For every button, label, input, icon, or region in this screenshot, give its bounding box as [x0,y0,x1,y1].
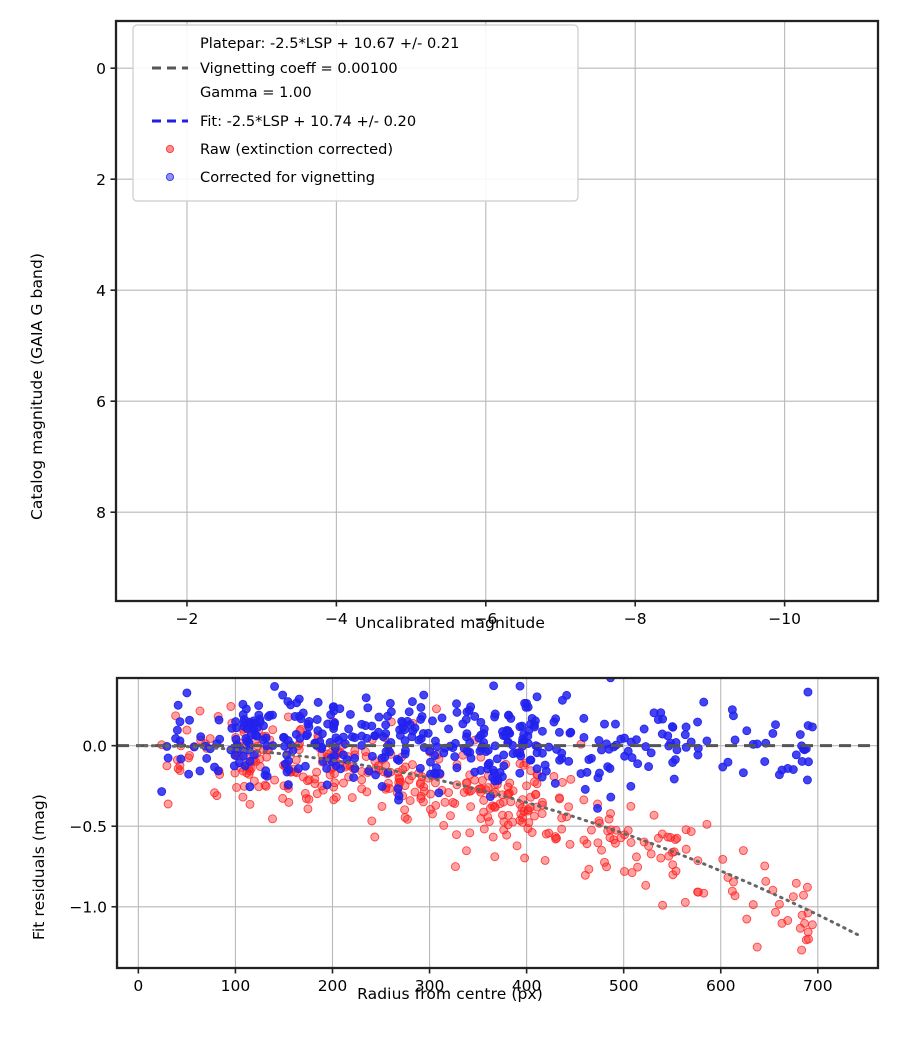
top-y-tick-label: 6 [96,393,106,411]
legend-entry-label: Corrected for vignetting [200,169,375,186]
top-x-tick-label: −4 [325,610,348,628]
bottom-scatter-points [157,678,817,955]
legend-entry: Platepar: -2.5*LSP + 10.67 +/- 0.21 [200,35,459,52]
top-ticks: −2 −4 −6 −8 −10 0 2 4 6 8 [96,60,801,628]
top-x-tick-label: −10 [768,610,801,628]
legend-entry-label: Platepar: -2.5*LSP + 10.67 +/- 0.21 [200,35,459,52]
bottom-x-tick-label: 600 [706,977,736,995]
bottom-ticks: 0 100 200 300 400 500 600 700 0.0 −0.5 −1.0 [69,737,832,995]
fit-residuals-panel: 0 100 200 300 400 500 600 700 0.0 −0.5 −1.0 Radius… [0,640,900,1050]
top-x-axis-label: Uncalibrated magnitude [355,614,545,632]
bottom-x-tick-label: 100 [221,977,251,995]
fit-residuals-plot: 0 100 200 300 400 500 600 700 0.0 −0.5 −1.0 [69,676,880,995]
legend-entry: Vignetting coeff = 0.00100 [152,60,398,77]
bottom-y-tick-label: −1.0 [69,898,107,916]
bottom-x-tick-label: 0 [133,977,143,995]
bottom-y-tick-label: 0.0 [82,737,107,755]
legend-entry-label: Vignetting coeff = 0.00100 [200,60,398,77]
top-y-tick-label: 8 [96,504,106,522]
bottom-y-tick-label: −0.5 [69,818,107,836]
bottom-reference-lines [117,744,878,939]
legend-entry: Gamma = 1.00 [200,84,312,101]
top-x-tick-label: −6 [474,610,497,628]
magnitude-calibration-plot: −2 −4 −6 −8 −10 0 2 4 6 8 Platepar: -2.5*LSP + 10.… [96,19,880,628]
legend-entry: Raw (extinction corrected) [165,141,393,158]
bottom-x-tick-label: 500 [609,977,639,995]
legend-entry-label: Raw (extinction corrected) [200,141,393,158]
legend-entry-label: Fit: -2.5*LSP + 10.74 +/- 0.20 [200,113,416,130]
top-x-tick-label: −8 [624,610,647,628]
magnitude-calibration-panel: −2 −4 −6 −8 −10 0 2 4 6 8 Platepar: -2.5*LSP + 10.… [28,19,880,632]
legend-box [132,24,579,202]
top-y-tick-label: 0 [96,60,106,78]
bottom-x-tick-label: 200 [318,977,348,995]
top-y-tick-label: 2 [96,171,106,189]
vignetting-model-curve [136,744,863,939]
legend-dot-marker [165,172,175,182]
bottom-axes-frame [115,676,880,970]
top-axes-frame [114,19,880,603]
bottom-x-tick-label: 700 [803,977,833,995]
legend: Platepar: -2.5*LSP + 10.67 +/- 0.21 Vigne… [132,24,579,202]
legend-entry: Corrected for vignetting [165,169,375,186]
top-y-tick-label: 4 [96,282,106,300]
legend-entry-label: Gamma = 1.00 [200,84,312,101]
legend-entry: Fit: -2.5*LSP + 10.74 +/- 0.20 [152,113,416,130]
bottom-x-tick-label: 300 [415,977,445,995]
top-x-tick-label: −2 [176,610,199,628]
legend-dot-marker [165,144,175,154]
bottom-x-tick-label: 400 [512,977,542,995]
top-y-axis-label: Catalog magnitude (GAIA G band) [28,252,46,520]
bottom-y-axis-label: Fit residuals (mag) [30,794,48,940]
bottom-x-axis-label: Radius from centre (px) [357,985,543,1003]
